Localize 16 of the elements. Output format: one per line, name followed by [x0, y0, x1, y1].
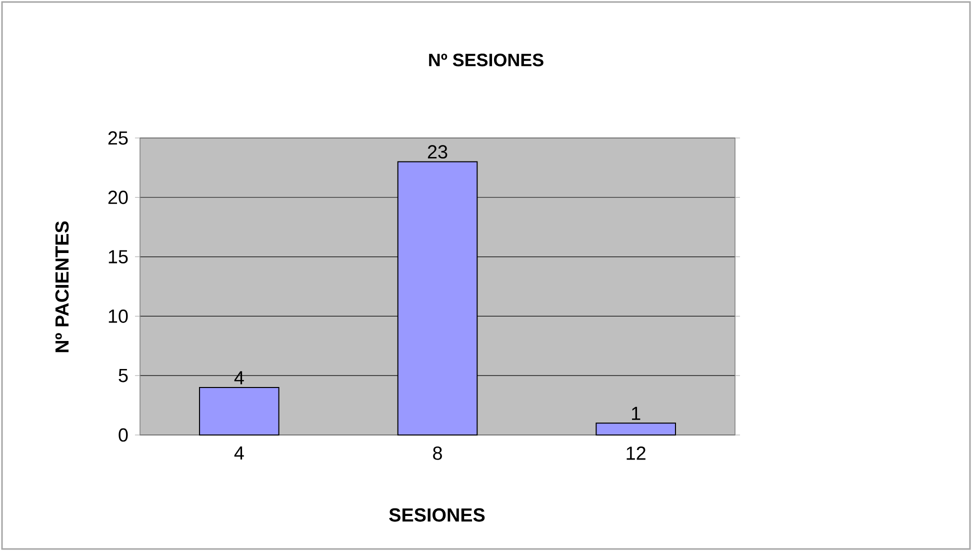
- y-tick-label: 0: [118, 428, 128, 442]
- y-tick-label: 15: [108, 250, 128, 264]
- y-tick-label: 5: [118, 368, 128, 382]
- y-tick-label: 20: [108, 190, 128, 204]
- data-label: 23: [428, 145, 448, 159]
- x-axis-title: SESIONES: [389, 508, 485, 522]
- x-tick-label: 4: [234, 446, 244, 460]
- y-tick-label: 25: [108, 131, 128, 145]
- bar: [199, 386, 280, 436]
- x-tick-label: 8: [433, 446, 442, 460]
- data-label: 1: [632, 406, 640, 420]
- chart-title: Nº SESIONES: [429, 54, 544, 66]
- y-axis-title: Nº PACIENTES: [55, 221, 69, 352]
- x-tick-label: 12: [626, 446, 646, 460]
- y-tick-label: 10: [108, 309, 128, 323]
- bar: [596, 422, 676, 436]
